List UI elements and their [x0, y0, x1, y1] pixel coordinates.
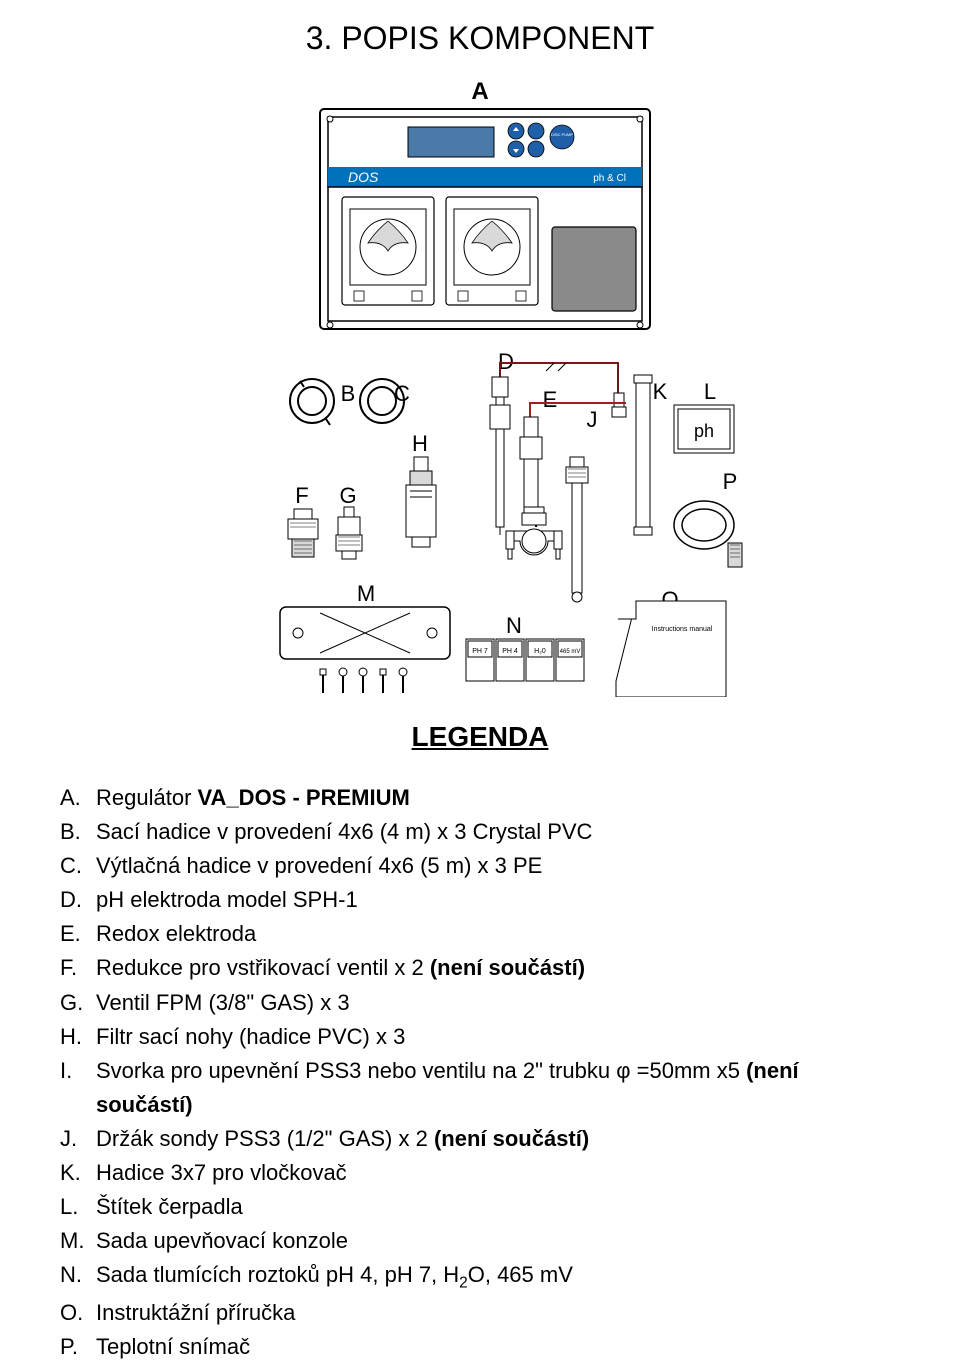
legend-text: Filtr sací nohy (hadice PVC) x 3	[96, 1020, 405, 1054]
clamp-i	[506, 507, 562, 559]
legend-key: G.	[60, 986, 96, 1020]
legend-text: Sada upevňovací konzole	[96, 1224, 348, 1258]
filter-h	[406, 457, 436, 547]
device-housing: DISC PUMP DOS ph & Cl	[320, 109, 650, 329]
bottles-n: PH 7 PH 4 H₂0 465 mV	[466, 639, 584, 681]
legend-text: Hadice 3x7 pro vločkovač	[96, 1156, 347, 1190]
legend-key: I.	[60, 1054, 96, 1088]
legend-row: E.Redox elektroda	[60, 917, 900, 951]
label-j: J	[587, 407, 598, 432]
label-k: K	[653, 379, 668, 404]
bracket-m	[280, 607, 450, 693]
legend-text: Redukce pro vstřikovací ventil x 2 (není…	[96, 951, 585, 985]
svg-text:H₂0: H₂0	[534, 648, 546, 655]
legend-key: A.	[60, 781, 96, 815]
legend-row: N.Sada tlumících roztoků pH 4, pH 7, H2O…	[60, 1258, 900, 1295]
pump-btn-label: DISC PUMP	[551, 132, 574, 137]
legend-key: N.	[60, 1258, 96, 1292]
legend-key: O.	[60, 1296, 96, 1330]
legend-key: H.	[60, 1020, 96, 1054]
legend-text: Výtlačná hadice v provedení 4x6 (5 m) x …	[96, 849, 542, 883]
holder-j	[566, 457, 588, 602]
hose-b	[290, 379, 334, 425]
legend-key: M.	[60, 1224, 96, 1258]
legend-row: P.Teplotní snímač	[60, 1330, 900, 1364]
sensor-p	[674, 501, 742, 567]
legend-text: Instruktážní příručka	[96, 1296, 295, 1330]
legend-text: Sací hadice v provedení 4x6 (4 m) x 3 Cr…	[96, 815, 592, 849]
device-brand: DOS	[348, 169, 379, 185]
label-b: B	[341, 381, 356, 406]
reducer-f	[288, 509, 318, 557]
legend-row: K.Hadice 3x7 pro vločkovač	[60, 1156, 900, 1190]
legend-row: D.pH elektroda model SPH-1	[60, 883, 900, 917]
page-title: 3. POPIS KOMPONENT	[60, 20, 900, 57]
legend-text: Držák sondy PSS3 (1/2" GAS) x 2 (není so…	[96, 1122, 589, 1156]
legend-text: Teplotní snímač	[96, 1330, 250, 1364]
svg-text:PH 4: PH 4	[502, 648, 518, 655]
label-g: G	[339, 483, 356, 508]
svg-text:ph: ph	[694, 421, 714, 441]
legend-key: D.	[60, 883, 96, 917]
diagram-container: A DISC PUMP DOS ph & Cl	[60, 77, 900, 697]
legend-text: Sada tlumících roztoků pH 4, pH 7, H2O, …	[96, 1258, 573, 1295]
legend-list: A.Regulátor VA_DOS - PREMIUMB.Sací hadic…	[60, 781, 900, 1364]
legend-text: Redox elektroda	[96, 917, 256, 951]
label-m: M	[357, 581, 375, 606]
legend-row: M.Sada upevňovací konzole	[60, 1224, 900, 1258]
legend-row: A.Regulátor VA_DOS - PREMIUM	[60, 781, 900, 815]
legend-key: F.	[60, 951, 96, 985]
svg-text:465 mV: 465 mV	[560, 649, 581, 655]
legend-key: C.	[60, 849, 96, 883]
label-h: H	[412, 431, 428, 456]
label-n: N	[506, 613, 522, 638]
bottle-2: PH 4	[496, 639, 524, 681]
legend-key: J.	[60, 1122, 96, 1156]
label-p: P	[723, 469, 738, 494]
legend-row: B.Sací hadice v provedení 4x6 (4 m) x 3 …	[60, 815, 900, 849]
label-a: A	[471, 78, 488, 105]
legend-text: Ventil FPM (3/8" GAS) x 3	[96, 986, 350, 1020]
legend-key: E.	[60, 917, 96, 951]
manual-o: Instructions manual	[616, 601, 726, 697]
label-l: L	[704, 379, 716, 404]
bottle-4: 465 mV	[556, 639, 584, 681]
bottle-1: PH 7	[466, 639, 494, 681]
legend-row: F.Redukce pro vstřikovací ventil x 2 (ne…	[60, 951, 900, 985]
legend-key: K.	[60, 1156, 96, 1190]
legend-row: I.Svorka pro upevnění PSS3 nebo ventilu …	[60, 1054, 900, 1122]
valve-g	[336, 507, 362, 559]
hose-k	[634, 375, 652, 535]
legend-key: B.	[60, 815, 96, 849]
device-subtitle: ph & Cl	[593, 173, 626, 184]
legend-text: Svorka pro upevnění PSS3 nebo ventilu na…	[96, 1054, 900, 1122]
sticker-l: ph	[674, 405, 734, 453]
legend-title: LEGENDA	[60, 721, 900, 753]
legend-row: L.Štítek čerpadla	[60, 1190, 900, 1224]
legend-text: Regulátor VA_DOS - PREMIUM	[96, 781, 410, 815]
legend-key: L.	[60, 1190, 96, 1224]
component-diagram: A DISC PUMP DOS ph & Cl	[170, 77, 790, 697]
svg-text:Instructions manual: Instructions manual	[652, 626, 713, 633]
legend-key: P.	[60, 1330, 96, 1364]
legend-text: Štítek čerpadla	[96, 1190, 243, 1224]
legend-row: C.Výtlačná hadice v provedení 4x6 (5 m) …	[60, 849, 900, 883]
legend-row: G.Ventil FPM (3/8" GAS) x 3	[60, 986, 900, 1020]
legend-row: H.Filtr sací nohy (hadice PVC) x 3	[60, 1020, 900, 1054]
label-f: F	[295, 483, 308, 508]
bottle-3: H₂0	[526, 639, 554, 681]
legend-row: O.Instruktážní příručka	[60, 1296, 900, 1330]
legend-row: J.Držák sondy PSS3 (1/2" GAS) x 2 (není …	[60, 1122, 900, 1156]
label-e: E	[543, 387, 558, 412]
svg-text:PH 7: PH 7	[472, 648, 488, 655]
probe-d	[490, 363, 626, 535]
legend-text: pH elektroda model SPH-1	[96, 883, 358, 917]
